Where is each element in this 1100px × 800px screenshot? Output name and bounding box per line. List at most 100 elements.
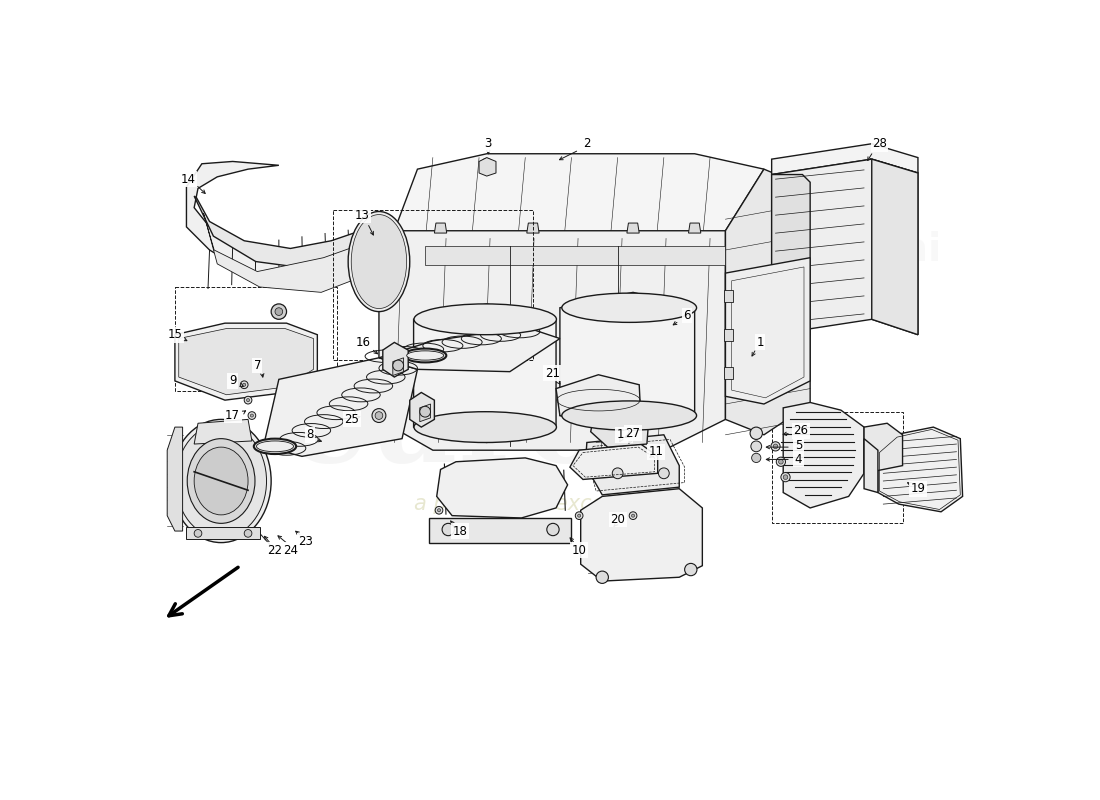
Polygon shape: [178, 329, 314, 394]
Polygon shape: [429, 518, 572, 542]
Circle shape: [773, 444, 778, 449]
Text: 18: 18: [452, 525, 468, 538]
Circle shape: [438, 509, 440, 512]
Polygon shape: [865, 423, 902, 474]
Text: 11: 11: [649, 446, 663, 458]
Polygon shape: [556, 374, 640, 423]
Circle shape: [482, 158, 492, 169]
Circle shape: [243, 383, 245, 386]
Circle shape: [393, 360, 404, 371]
Polygon shape: [264, 358, 418, 456]
Circle shape: [631, 514, 635, 517]
Circle shape: [275, 308, 283, 315]
Polygon shape: [772, 159, 917, 334]
Text: 22: 22: [267, 544, 283, 557]
Circle shape: [750, 427, 762, 439]
Ellipse shape: [176, 424, 266, 538]
Polygon shape: [724, 329, 733, 341]
Polygon shape: [195, 196, 375, 270]
Text: 14: 14: [180, 173, 196, 186]
Text: 12: 12: [616, 428, 631, 442]
Polygon shape: [724, 290, 733, 302]
Ellipse shape: [187, 438, 255, 523]
Circle shape: [251, 414, 253, 417]
Polygon shape: [186, 527, 260, 538]
Polygon shape: [689, 223, 701, 233]
Polygon shape: [865, 438, 878, 493]
Circle shape: [244, 530, 252, 538]
Circle shape: [246, 398, 250, 402]
Ellipse shape: [404, 349, 447, 362]
Polygon shape: [570, 444, 658, 479]
Polygon shape: [585, 435, 680, 495]
Text: 2: 2: [583, 138, 591, 150]
Circle shape: [195, 530, 202, 538]
Circle shape: [575, 512, 583, 519]
Ellipse shape: [414, 304, 557, 334]
Circle shape: [372, 409, 386, 422]
Polygon shape: [195, 419, 252, 444]
Text: 4: 4: [795, 453, 802, 466]
Text: a passion for excellence: a passion for excellence: [415, 494, 667, 514]
Polygon shape: [772, 174, 810, 342]
Polygon shape: [175, 323, 318, 400]
Polygon shape: [772, 144, 917, 174]
Polygon shape: [356, 238, 395, 281]
Polygon shape: [726, 169, 810, 435]
Polygon shape: [409, 393, 434, 427]
Circle shape: [442, 523, 454, 536]
Ellipse shape: [256, 441, 294, 452]
Ellipse shape: [172, 419, 272, 542]
Bar: [332, 210, 534, 360]
Text: 9: 9: [229, 374, 236, 387]
Polygon shape: [581, 489, 703, 581]
Text: 27: 27: [626, 426, 640, 440]
Polygon shape: [480, 158, 496, 176]
Circle shape: [272, 304, 286, 319]
Polygon shape: [395, 154, 763, 246]
Polygon shape: [560, 292, 695, 431]
Text: 23: 23: [298, 534, 314, 547]
Circle shape: [629, 512, 637, 519]
Text: 26: 26: [793, 425, 808, 438]
Circle shape: [578, 514, 581, 517]
Circle shape: [596, 571, 608, 583]
Polygon shape: [878, 427, 962, 512]
Text: 10: 10: [572, 544, 586, 557]
Circle shape: [779, 459, 783, 464]
Polygon shape: [393, 358, 404, 375]
Polygon shape: [627, 223, 639, 233]
Ellipse shape: [351, 214, 407, 309]
Circle shape: [751, 441, 761, 452]
Text: 16: 16: [356, 336, 371, 349]
Text: 6: 6: [683, 309, 691, 322]
Polygon shape: [783, 402, 865, 508]
Circle shape: [244, 396, 252, 404]
Text: 17: 17: [226, 409, 240, 422]
Circle shape: [613, 468, 623, 478]
Circle shape: [751, 454, 761, 462]
Ellipse shape: [348, 211, 410, 311]
Polygon shape: [591, 408, 649, 447]
Circle shape: [781, 473, 790, 482]
Text: 13: 13: [354, 209, 370, 222]
Polygon shape: [724, 367, 733, 379]
Text: 8: 8: [306, 428, 313, 442]
Ellipse shape: [562, 401, 696, 430]
Polygon shape: [437, 458, 568, 518]
Text: 19: 19: [911, 482, 925, 495]
Circle shape: [777, 457, 785, 466]
Text: 15: 15: [167, 328, 183, 341]
Circle shape: [771, 442, 780, 451]
Text: 7: 7: [253, 359, 261, 372]
Circle shape: [420, 406, 430, 417]
Polygon shape: [186, 162, 378, 281]
Bar: [175, 287, 337, 391]
Circle shape: [783, 475, 788, 479]
Ellipse shape: [562, 293, 696, 322]
Text: lamborghini: lamborghini: [679, 231, 942, 269]
Text: 21: 21: [544, 366, 560, 380]
Ellipse shape: [254, 438, 296, 454]
Polygon shape: [378, 230, 726, 450]
Text: 3: 3: [485, 138, 492, 150]
